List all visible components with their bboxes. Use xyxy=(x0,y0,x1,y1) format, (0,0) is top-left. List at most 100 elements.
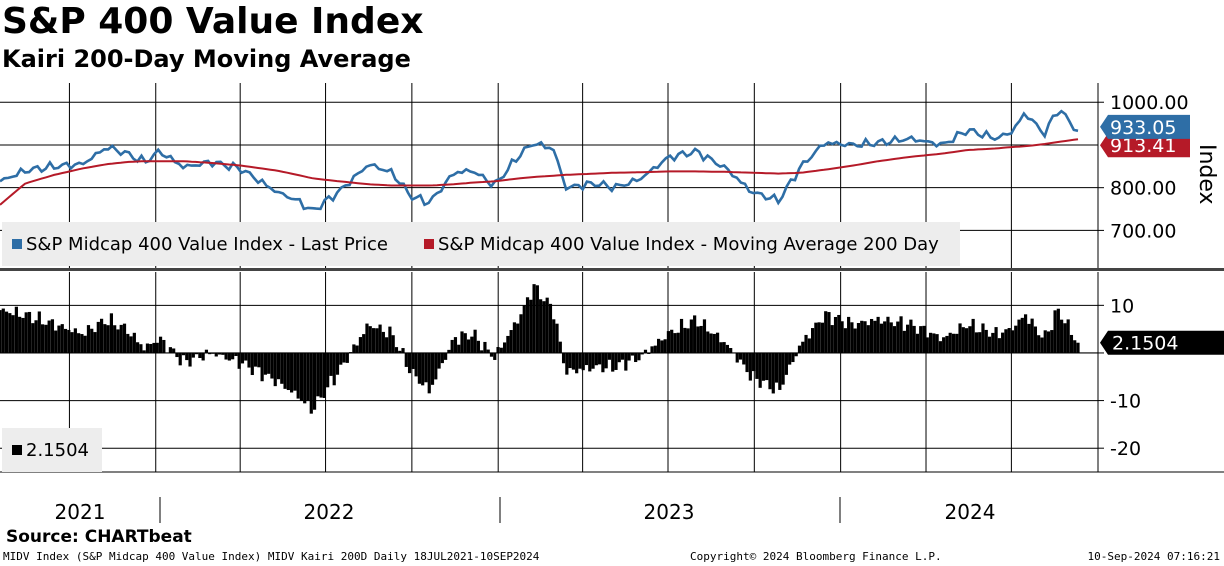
kairi-bar xyxy=(932,333,936,353)
legend-bottom: 2.1504 xyxy=(2,428,102,472)
kairi-bar xyxy=(466,339,471,353)
kairi-bar xyxy=(656,338,661,353)
kairi-bar xyxy=(912,325,916,353)
kairi-bar xyxy=(181,352,186,356)
legend-top: S&P Midcap 400 Value Index - Last Price … xyxy=(2,222,960,266)
kairi-bar xyxy=(1030,318,1034,353)
kairi-bar xyxy=(132,332,136,353)
kairi-bar xyxy=(381,331,385,353)
kairi-bar xyxy=(909,319,913,353)
kairi-bar xyxy=(339,352,343,365)
kairi-bar xyxy=(601,352,605,373)
kairi-bar xyxy=(676,332,680,353)
kairi-bar xyxy=(640,352,644,355)
kairi-bar xyxy=(90,328,94,353)
kairi-bar xyxy=(519,314,523,353)
kairi-bar xyxy=(276,352,281,380)
ytick-label-top: 700.00 xyxy=(1110,220,1176,242)
kairi-bar xyxy=(847,316,851,353)
kairi-bar xyxy=(719,342,723,353)
kairi-bar xyxy=(516,323,520,353)
kairi-bar xyxy=(299,352,304,401)
kairi-bar xyxy=(994,327,998,353)
kairi-bar xyxy=(1027,323,1031,353)
year-label: 2023 xyxy=(644,500,695,524)
last-value-kairi: 2.1504 xyxy=(1112,333,1178,355)
kairi-bar xyxy=(499,347,503,353)
kairi-bar xyxy=(378,324,382,353)
kairi-bar xyxy=(987,336,992,353)
kairi-bar xyxy=(948,332,952,353)
kairi-bar xyxy=(568,352,572,369)
kairi-bar xyxy=(738,352,743,360)
kairi-bar xyxy=(208,352,212,355)
kairi-bar xyxy=(227,352,231,361)
kairi-bar xyxy=(761,352,766,381)
kairi-bar xyxy=(67,329,71,353)
kairi-bar xyxy=(371,328,376,353)
kairi-bar xyxy=(260,352,264,382)
kairi-bar xyxy=(158,336,163,353)
kairi-bar xyxy=(650,346,654,353)
kairi-bar xyxy=(512,322,517,353)
legend-swatch-price xyxy=(12,239,22,249)
kairi-bar xyxy=(630,352,634,356)
kairi-bar xyxy=(594,352,598,366)
year-label: 2022 xyxy=(304,500,355,524)
kairi-bar xyxy=(539,299,543,353)
legend-item-kairi: 2.1504 xyxy=(12,440,89,461)
kairi-bar xyxy=(1001,332,1005,353)
kairi-bar xyxy=(571,352,576,370)
kairi-bar xyxy=(830,325,834,353)
kairi-bar xyxy=(470,336,474,353)
kairi-bar xyxy=(1066,319,1070,353)
kairi-bar xyxy=(794,352,798,357)
kairi-bar xyxy=(535,285,539,353)
kairi-bar xyxy=(581,352,585,371)
kairi-bar xyxy=(604,352,608,369)
kairi-bar xyxy=(358,337,363,353)
kairi-bar xyxy=(810,328,815,353)
kairi-bar xyxy=(827,312,831,353)
kairi-bar xyxy=(83,335,87,353)
kairi-bar xyxy=(34,320,38,353)
kairi-bar xyxy=(99,318,104,353)
kairi-bar xyxy=(234,352,238,356)
kairi-bar xyxy=(791,352,795,363)
kairi-bar xyxy=(60,324,64,353)
kairi-bar xyxy=(306,352,310,401)
kairi-bar xyxy=(217,352,222,355)
kairi-bar xyxy=(437,352,441,369)
kairi-bar xyxy=(109,313,114,353)
kairi-bar xyxy=(833,316,838,353)
legend-swatch-ma xyxy=(424,239,434,249)
source-note: Source: CHARTbeat xyxy=(6,527,192,547)
kairi-bar xyxy=(103,324,107,353)
kairi-bar xyxy=(368,326,372,353)
kairi-bar xyxy=(840,321,844,353)
kairi-bar xyxy=(820,322,825,353)
year-label: 2021 xyxy=(55,500,106,524)
top-panel xyxy=(0,108,1079,212)
kairi-bar xyxy=(964,328,969,353)
kairi-bar xyxy=(457,344,461,353)
kairi-bar xyxy=(997,338,1001,353)
kairi-bar xyxy=(742,352,746,365)
kairi-bar xyxy=(1,308,5,353)
kairi-bar xyxy=(57,325,61,353)
kairi-bar xyxy=(407,352,412,374)
kairi-bar xyxy=(850,322,854,353)
kairi-bar xyxy=(925,337,929,353)
kairi-bar xyxy=(352,344,356,353)
kairi-bar xyxy=(119,324,123,353)
kairi-bar xyxy=(886,316,890,353)
legend-swatch-kairi xyxy=(12,445,22,455)
kairi-bar xyxy=(473,329,477,353)
kairi-bar xyxy=(47,320,51,353)
kairi-bar xyxy=(80,334,84,353)
kairi-bar xyxy=(40,324,45,353)
kairi-bar xyxy=(463,333,467,353)
kairi-bar xyxy=(735,352,739,363)
kairi-bar xyxy=(853,328,857,353)
kairi-bar xyxy=(561,352,566,364)
